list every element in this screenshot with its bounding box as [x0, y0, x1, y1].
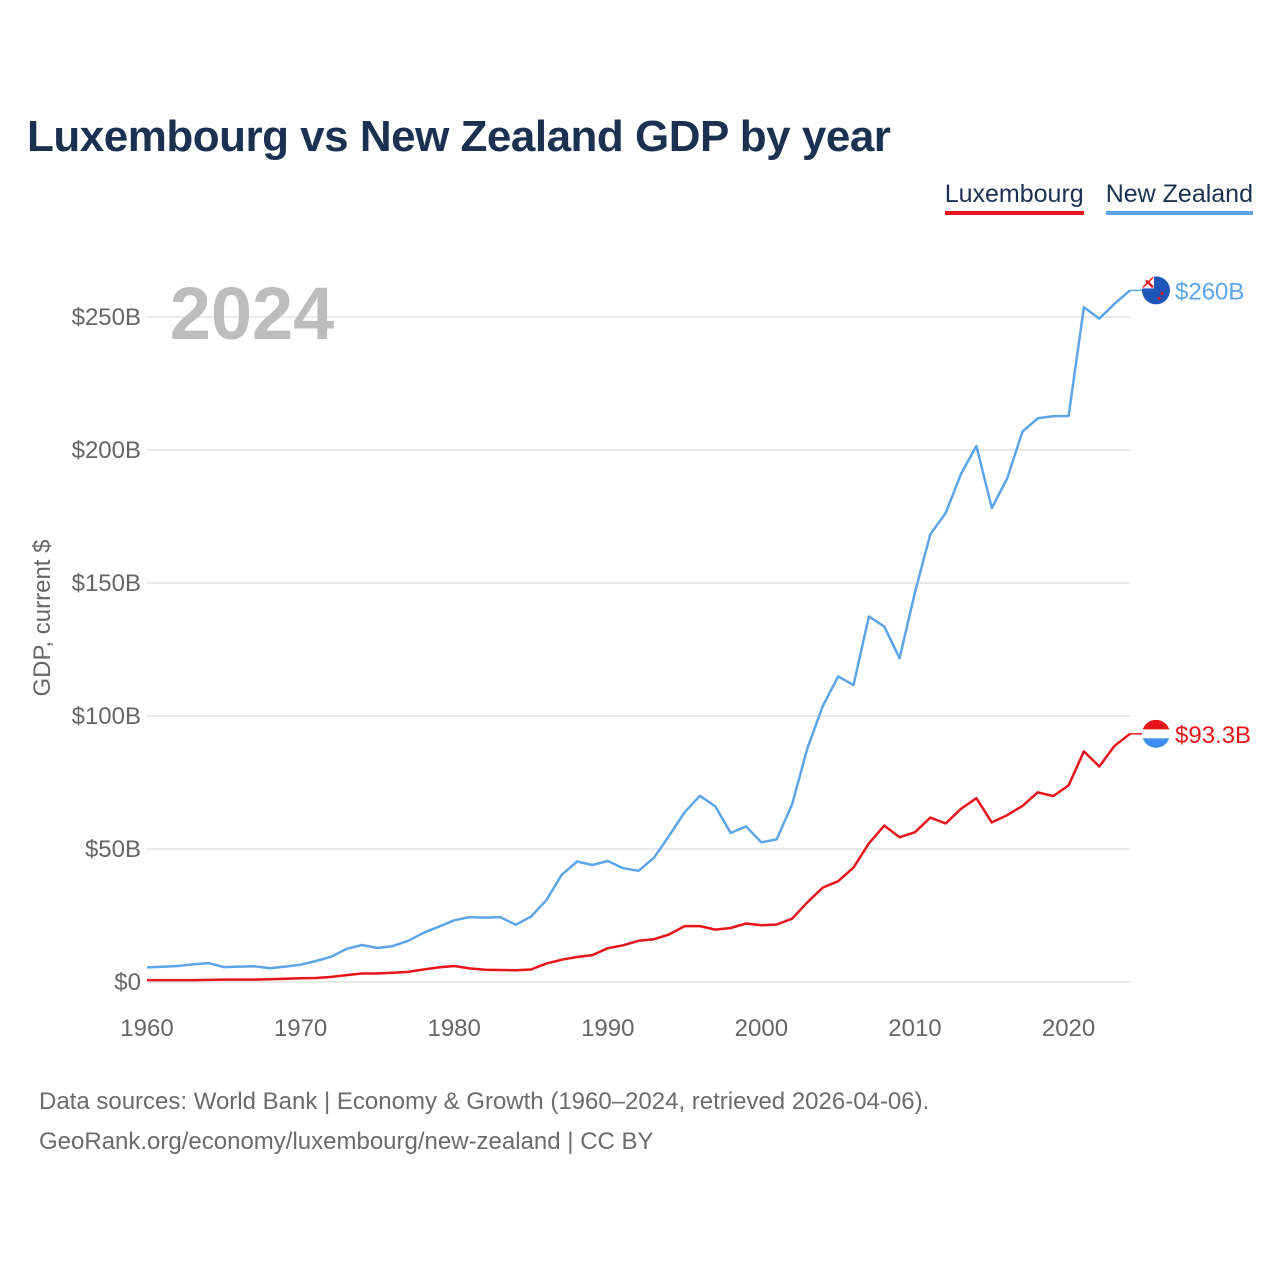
x-tick-label: 1960 — [120, 1015, 173, 1042]
end-value-label: $260B — [1175, 278, 1244, 305]
new-zealand-flag — [1142, 276, 1170, 305]
luxembourg-flag — [1142, 719, 1170, 748]
y-tick-label: $150B — [72, 570, 141, 597]
x-tick-label: 2000 — [735, 1015, 788, 1042]
x-tick-label: 1990 — [581, 1015, 634, 1042]
year-watermark: 2024 — [170, 272, 335, 355]
y-tick-label: $100B — [72, 703, 141, 730]
y-axis-ticks: $0 $50B $100B $150B $200B $250B — [72, 304, 141, 996]
legend: Luxembourg New Zealand — [944, 180, 1253, 215]
footer-site[interactable]: GeoRank.org/economy/luxembourg/new-zeala… — [39, 1128, 654, 1155]
y-tick-label: $200B — [72, 437, 141, 464]
x-tick-label: 2020 — [1042, 1015, 1095, 1042]
y-axis-label: GDP, current $ — [29, 540, 56, 697]
footer-source: Data sources: World Bank | Economy & Gro… — [39, 1088, 930, 1115]
x-tick-label: 1970 — [274, 1015, 327, 1042]
x-tick-label: 1980 — [427, 1015, 480, 1042]
legend-item-luxembourg[interactable]: Luxembourg — [944, 180, 1084, 215]
x-axis-ticks: 1960 1970 1980 1990 2000 2010 2020 — [120, 1015, 1095, 1042]
y-tick-label: $0 — [114, 969, 141, 996]
y-tick-label: $50B — [85, 836, 141, 863]
x-tick-label: 2010 — [888, 1015, 941, 1042]
series-end-markers: $260B $93.3B — [1130, 276, 1251, 749]
series-line-new-zealand[interactable] — [146, 289, 1131, 970]
series-lines — [146, 289, 1131, 982]
grid-lines — [147, 316, 1130, 983]
y-tick-label: $250B — [72, 304, 141, 331]
chart-title: Luxembourg vs New Zealand GDP by year — [27, 112, 891, 161]
legend-item-new-zealand[interactable]: New Zealand — [1105, 180, 1253, 215]
footer: Data sources: World Bank | Economy & Gro… — [39, 1082, 929, 1162]
series-line-luxembourg[interactable] — [147, 732, 1131, 982]
end-value-label: $93.3B — [1175, 722, 1251, 749]
